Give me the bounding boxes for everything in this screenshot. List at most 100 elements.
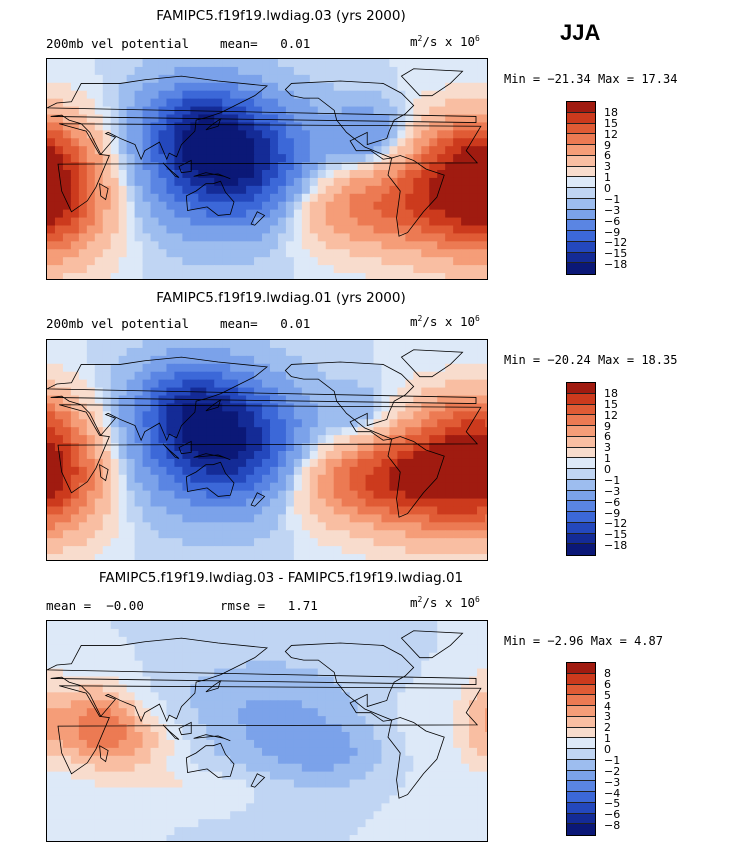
field-cell [310,411,318,419]
field-cell [206,772,214,780]
field-cell [334,661,342,669]
field-cell [174,210,182,218]
field-cell [206,225,214,233]
field-cell [358,499,366,507]
field-cell [485,661,487,669]
field-cell [182,233,190,241]
field-cell [270,435,278,443]
field-cell [166,748,174,756]
field-cell [342,403,350,411]
field-cell [445,210,453,218]
field-cell [342,372,350,380]
field-cell [103,506,111,514]
field-cell [95,803,103,811]
field-cell [63,827,71,835]
field-cell [55,186,63,194]
field-cell [429,522,437,530]
field-cell [254,700,262,708]
field-cell [429,772,437,780]
field-cell [111,388,119,396]
field-cell [198,716,206,724]
field-cell [310,708,318,716]
field-cell [413,427,421,435]
field-cell [445,340,453,348]
field-cell [286,669,294,677]
field-cell [302,202,310,210]
field-cell [350,99,358,107]
field-cell [358,411,366,419]
field-cell [214,202,222,210]
field-cell [55,740,63,748]
field-cell [135,459,143,467]
field-cell [302,403,310,411]
field-cell [87,819,95,827]
field-cell [182,67,190,75]
field-cell [437,340,445,348]
field-cell [381,780,389,788]
field-cell [302,194,310,202]
field-cell [437,827,445,835]
field-cell [334,273,342,279]
field-cell [453,708,461,716]
field-cell [135,202,143,210]
field-cell [174,756,182,764]
field-cell [389,795,397,803]
field-cell [294,835,302,841]
field-cell [366,395,374,403]
field-cell [413,186,421,194]
field-cell [318,138,326,146]
field-cell [334,684,342,692]
field-cell [127,795,135,803]
field-cell [469,67,477,75]
field-cell [111,819,119,827]
field-cell [151,146,159,154]
field-cell [477,273,485,279]
field-cell [190,265,198,273]
panel1-map [46,58,488,280]
field-cell [151,91,159,99]
field-cell [254,811,262,819]
field-cell [286,764,294,772]
field-cell [294,740,302,748]
field-cell [453,459,461,467]
field-cell [119,99,127,107]
field-cell [350,732,358,740]
field-cell [350,225,358,233]
field-cell [397,388,405,396]
field-cell [358,811,366,819]
field-cell [334,241,342,249]
field-cell [111,621,119,629]
field-cell [151,506,159,514]
field-cell [381,67,389,75]
field-cell [127,162,135,170]
field-cell [238,249,246,257]
field-cell [270,483,278,491]
field-cell [429,661,437,669]
field-cell [95,546,103,554]
field-cell [270,99,278,107]
field-cell [87,107,95,115]
field-cell [397,546,405,554]
field-cell [143,210,151,218]
field-cell [222,700,230,708]
field-cell [469,257,477,265]
field-cell [103,218,111,226]
field-cell [262,225,270,233]
field-cell [397,122,405,130]
field-cell [477,202,485,210]
field-cell [381,356,389,364]
field-cell [453,669,461,677]
field-cell [437,107,445,115]
field-cell [71,692,79,700]
field-cell [381,514,389,522]
panel1-mean-label: mean= [220,36,258,51]
field-cell [469,546,477,554]
field-cell [95,819,103,827]
field-cell [302,395,310,403]
field-cell [222,669,230,677]
field-cell [79,427,87,435]
field-cell [350,91,358,99]
field-cell [103,202,111,210]
field-cell [286,225,294,233]
field-cell [87,348,95,356]
